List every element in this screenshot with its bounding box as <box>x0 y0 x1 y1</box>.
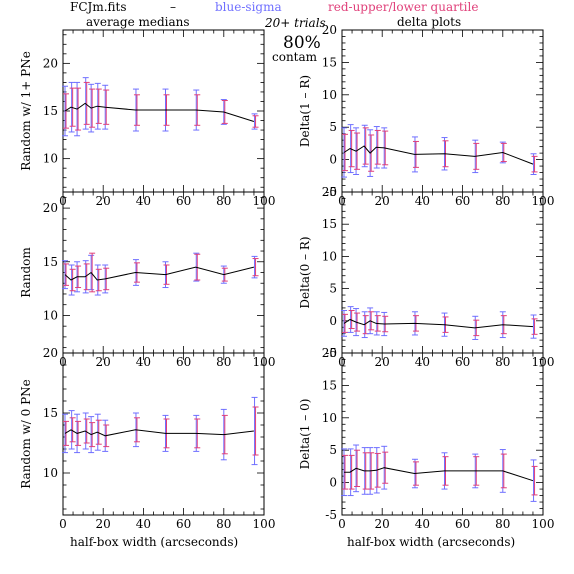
median-line <box>344 467 534 482</box>
plot-frame <box>62 29 265 193</box>
y-tick-label: 10 <box>322 249 337 263</box>
y-axis-label: Random w/ 0 PNe <box>19 379 33 489</box>
x-tick-label: 20 <box>375 355 390 369</box>
x-tick-label: 80 <box>495 194 510 208</box>
x-tick-label: 20 <box>375 194 390 208</box>
y-axis-label: Random <box>19 247 33 298</box>
x-tick-label: 60 <box>455 517 470 531</box>
y-tick-label: 15 <box>322 217 337 231</box>
plot-frame <box>341 191 544 354</box>
y-tick-label: -5 <box>325 508 337 522</box>
x-tick-label: 60 <box>176 355 191 369</box>
y-tick-label: 5 <box>329 282 337 296</box>
x-tick-label: 40 <box>136 517 151 531</box>
x-tick-label: 100 <box>253 517 276 531</box>
y-tick-label: -5 <box>325 185 337 199</box>
x-tick-label: 60 <box>455 355 470 369</box>
y-tick-label: 20 <box>43 201 58 215</box>
x-tick-label: 20 <box>375 517 390 531</box>
y-tick-label: 20 <box>322 23 337 37</box>
x-tick-label: 100 <box>532 517 555 531</box>
median-line <box>64 266 255 281</box>
x-tick-label: 40 <box>415 355 430 369</box>
panel-5: 0 20 40 60 80 100 10 15 20 Random w/ 0 PNe <box>19 346 275 531</box>
y-tick-label: 10 <box>322 88 337 102</box>
x-tick-label: 40 <box>136 355 151 369</box>
x-tick-label: 80 <box>216 355 231 369</box>
x-tick-label: 60 <box>176 517 191 531</box>
x-tick-label: 20 <box>96 194 111 208</box>
y-tick-label: 10 <box>43 466 58 480</box>
y-tick-label: 15 <box>43 104 58 118</box>
x-tick-label: 0 <box>338 517 346 531</box>
y-tick-label: 15 <box>43 406 58 420</box>
x-axis-label-left: half-box width (arcseconds) <box>70 535 238 549</box>
x-tick-label: 80 <box>495 517 510 531</box>
y-tick-label: 10 <box>322 411 337 425</box>
y-tick-label: 0 <box>329 153 337 167</box>
y-tick-label: 15 <box>43 255 58 269</box>
legend-blue-label: blue-sigma <box>215 0 282 14</box>
y-tick-label: 0 <box>329 314 337 328</box>
trials-label: 20+ trials <box>264 16 326 30</box>
header-dash: – <box>170 0 176 14</box>
y-axis-label: Delta(1 – R) <box>298 75 312 147</box>
x-tick-label: 60 <box>176 194 191 208</box>
y-axis-label: Random w/ 1+ PNe <box>19 51 33 171</box>
x-axis-label-right: half-box width (arcseconds) <box>347 535 515 549</box>
x-tick-label: 80 <box>216 194 231 208</box>
right-column-title: delta plots <box>397 15 461 29</box>
header-file: FCJm.fits <box>70 0 127 14</box>
x-tick-label: 60 <box>455 194 470 208</box>
plot-frame <box>341 29 544 193</box>
y-tick-label: 15 <box>322 378 337 392</box>
x-tick-label: 40 <box>415 517 430 531</box>
x-tick-label: 20 <box>96 517 111 531</box>
y-tick-label: -5 <box>325 346 337 360</box>
y-tick-label: 10 <box>43 152 58 166</box>
left-column-title: average medians <box>86 15 190 29</box>
median-line <box>64 429 254 437</box>
y-tick-label: 20 <box>322 346 337 360</box>
x-tick-label: 0 <box>59 517 67 531</box>
y-tick-label: 10 <box>43 308 58 322</box>
contam-percent: 80% <box>283 33 321 53</box>
y-tick-label: 20 <box>322 185 337 199</box>
median-line <box>343 145 534 165</box>
x-tick-label: 20 <box>96 355 111 369</box>
y-axis-label: Delta(0 – R) <box>298 236 312 308</box>
y-tick-label: 5 <box>329 443 337 457</box>
plot-frame <box>341 352 544 516</box>
x-tick-label: 40 <box>415 194 430 208</box>
y-tick-label: 5 <box>329 120 337 134</box>
legend-red-label: red-upper/lower quartile <box>328 0 478 14</box>
y-tick-label: 0 <box>329 476 337 490</box>
median-line <box>343 318 534 329</box>
y-axis-label: Delta(1 – 0) <box>298 399 312 470</box>
y-tick-label: 15 <box>322 55 337 69</box>
contam-label: contam <box>272 50 318 64</box>
y-tick-label: 20 <box>43 56 58 70</box>
x-tick-label: 40 <box>136 194 151 208</box>
x-tick-label: 80 <box>216 517 231 531</box>
x-tick-label: 80 <box>495 355 510 369</box>
median-line <box>64 102 255 122</box>
y-tick-label: 20 <box>43 346 58 360</box>
